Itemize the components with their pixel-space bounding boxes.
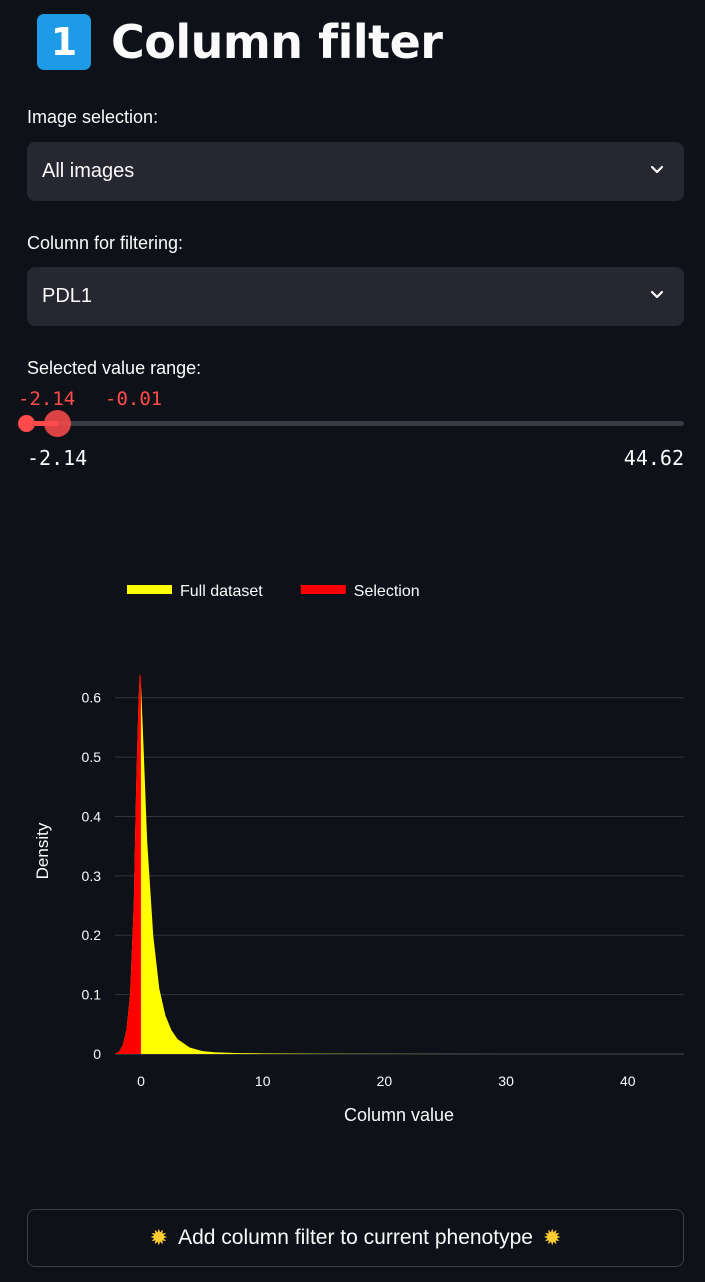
column-filter-value: PDL1 xyxy=(42,285,93,307)
slider-min-label: -2.14 xyxy=(27,446,88,470)
density-chart: Full dataset Selection 0 0.1 0.2 0.3 0.4 0.5 0.… xyxy=(33,583,684,1125)
legend-label: Full dataset xyxy=(180,583,263,600)
slider-max-label: 44.62 xyxy=(623,446,684,470)
chevron-down-icon xyxy=(650,290,664,298)
column-filter-label: Column for filtering: xyxy=(27,233,184,253)
legend-swatch xyxy=(300,585,346,594)
add-column-filter-label: Add column filter to current phenotype xyxy=(178,1226,533,1249)
chart-grid xyxy=(115,697,684,1055)
y-tick-label: 0.1 xyxy=(82,987,102,1003)
slider-low-handle[interactable] xyxy=(18,415,35,432)
x-tick-label: 40 xyxy=(620,1073,636,1089)
legend-swatch xyxy=(127,585,172,594)
legend-label: Selection xyxy=(354,583,420,600)
density-area-full-dataset xyxy=(115,673,684,1054)
x-tick-label: 20 xyxy=(377,1073,393,1089)
slider-high-value: -0.01 xyxy=(105,388,163,410)
chevron-down-icon xyxy=(650,165,664,173)
add-column-filter-button[interactable]: ✹ Add column filter to current phenotype… xyxy=(27,1209,684,1267)
keycap-one-icon: 1 xyxy=(37,14,91,70)
glowing-star-icon: ✹ xyxy=(542,1225,562,1250)
slider-selected-range xyxy=(27,421,58,426)
y-axis-label: Density xyxy=(33,822,52,879)
slider-track[interactable] xyxy=(27,421,684,426)
x-tick-label: 10 xyxy=(255,1073,271,1089)
slider-high-handle[interactable] xyxy=(44,410,71,437)
y-tick-label: 0.6 xyxy=(82,690,102,706)
glowing-star-icon: ✹ xyxy=(149,1225,169,1250)
x-tick-label: 0 xyxy=(137,1073,145,1089)
y-tick-label: 0.5 xyxy=(82,749,102,765)
image-selection-dropdown[interactable]: All images xyxy=(27,142,684,201)
x-axis-label: Column value xyxy=(344,1105,454,1125)
column-filter-dropdown[interactable]: PDL1 xyxy=(27,267,684,326)
chart-areas xyxy=(115,673,684,1054)
image-selection-value: All images xyxy=(42,160,135,182)
x-axis-ticks: 0 10 20 30 40 xyxy=(137,1073,636,1089)
value-range-label: Selected value range: xyxy=(27,358,202,378)
section-header: 1 Column filter xyxy=(37,14,443,70)
page-title: Column filter xyxy=(111,15,443,69)
chart-legend: Full dataset Selection xyxy=(127,583,420,600)
x-tick-label: 30 xyxy=(498,1073,514,1089)
y-tick-label: 0.4 xyxy=(82,808,102,824)
y-tick-label: 0.3 xyxy=(82,868,102,884)
y-tick-label: 0 xyxy=(93,1046,101,1062)
slider-low-value: -2.14 xyxy=(18,388,76,410)
density-area-selection xyxy=(115,673,141,1054)
y-axis-ticks: 0 0.1 0.2 0.3 0.4 0.5 0.6 xyxy=(82,690,102,1062)
y-tick-label: 0.2 xyxy=(82,927,102,943)
image-selection-label: Image selection: xyxy=(27,107,159,127)
